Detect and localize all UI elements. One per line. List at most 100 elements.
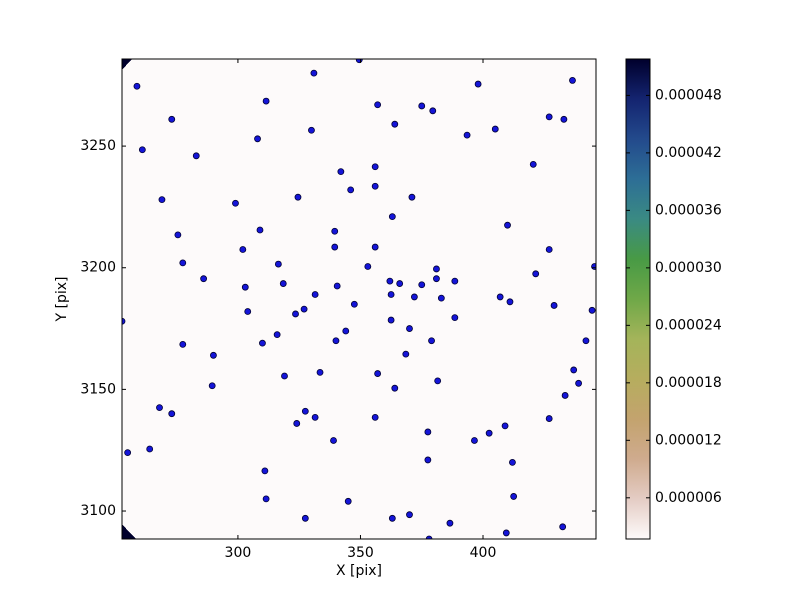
data-point	[192, 152, 200, 160]
data-point	[429, 107, 437, 115]
data-point	[210, 351, 217, 359]
data-point	[281, 372, 288, 380]
data-point	[316, 368, 324, 376]
data-point	[344, 497, 352, 505]
y-tick-label: 3150	[80, 381, 116, 397]
data-point	[241, 283, 249, 291]
colorbar-tick-label: 0.000024	[655, 317, 722, 333]
data-point	[408, 193, 416, 201]
data-point	[529, 160, 537, 168]
data-point	[406, 511, 413, 519]
data-point	[337, 168, 345, 176]
data-point	[133, 82, 141, 90]
data-point	[424, 456, 432, 464]
x-axis-label: X [pix]	[336, 563, 382, 579]
data-point	[437, 294, 445, 302]
data-point	[293, 420, 301, 427]
data-point	[569, 77, 576, 84]
data-point	[561, 392, 569, 399]
data-point	[510, 493, 518, 500]
data-point	[122, 317, 126, 325]
data-point	[509, 458, 516, 466]
plot-frame	[121, 58, 597, 540]
data-point	[501, 422, 509, 430]
data-point	[371, 243, 379, 251]
colorbar	[625, 58, 651, 540]
data-point	[496, 293, 504, 301]
data-point	[239, 246, 247, 253]
data-point	[388, 514, 396, 522]
colorbar-tick-label: 0.000030	[655, 260, 722, 276]
data-point	[485, 429, 493, 437]
data-point	[434, 377, 442, 385]
data-point	[168, 410, 176, 418]
data-point	[532, 270, 540, 278]
data-point	[545, 246, 553, 253]
data-point	[158, 196, 166, 204]
data-point	[292, 310, 299, 318]
data-point	[232, 199, 239, 207]
data-point	[374, 370, 382, 377]
data-point	[279, 280, 287, 287]
data-point	[391, 384, 399, 392]
data-point	[301, 514, 309, 522]
data-point	[396, 280, 404, 287]
data-point	[575, 379, 582, 387]
data-point	[146, 445, 154, 453]
data-point	[506, 298, 514, 306]
data-point	[301, 407, 309, 415]
data-point	[308, 126, 315, 134]
y-tick-label: 3250	[80, 138, 116, 154]
data-point	[259, 339, 266, 347]
colorbar-tick-label: 0.000048	[655, 87, 722, 103]
data-point	[418, 281, 426, 289]
data-point	[463, 131, 471, 139]
data-point	[402, 350, 410, 358]
data-point	[504, 221, 511, 229]
data-point	[262, 97, 270, 105]
data-point	[451, 277, 459, 285]
data-point	[311, 291, 319, 298]
data-point	[200, 275, 208, 283]
data-point	[588, 306, 596, 314]
data-point	[311, 413, 319, 421]
data-point	[156, 404, 163, 412]
data-point	[388, 213, 396, 221]
data-point	[560, 115, 568, 123]
data-point	[433, 275, 440, 283]
data-point	[386, 277, 394, 285]
data-point	[425, 535, 433, 539]
data-point	[559, 523, 567, 531]
data-point	[364, 263, 372, 270]
data-point	[374, 101, 382, 109]
data-point	[332, 337, 340, 345]
data-point	[582, 337, 590, 345]
data-point	[124, 449, 132, 457]
data-point	[273, 331, 281, 339]
data-point	[355, 59, 363, 64]
data-point	[261, 467, 269, 475]
data-point	[371, 182, 379, 190]
data-point	[342, 327, 350, 335]
data-point	[179, 340, 187, 348]
colorbar-tick-label: 0.000006	[655, 490, 722, 506]
data-point	[208, 382, 216, 390]
y-tick-label: 3100	[80, 503, 116, 519]
data-point	[591, 263, 596, 270]
data-point	[256, 226, 264, 234]
data-point	[350, 300, 358, 308]
data-point	[262, 495, 270, 503]
data-point	[550, 302, 558, 309]
data-point	[570, 366, 578, 374]
data-point	[371, 413, 379, 421]
x-tick-label: 300	[225, 545, 252, 561]
data-point	[387, 316, 395, 324]
data-point	[168, 115, 176, 123]
data-point	[331, 227, 339, 235]
data-point	[300, 305, 308, 313]
data-point	[446, 519, 454, 527]
data-point	[410, 293, 418, 301]
data-point	[138, 146, 146, 154]
data-point	[406, 325, 413, 332]
data-point	[347, 186, 355, 194]
